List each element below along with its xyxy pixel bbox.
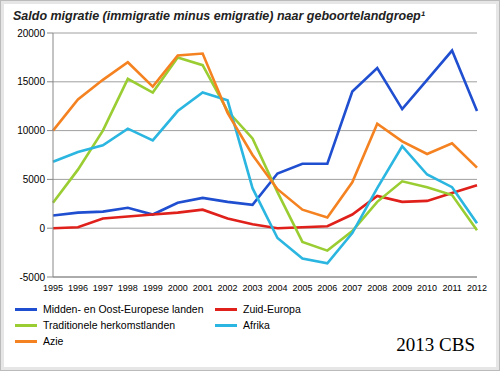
svg-text:2008: 2008 [367,283,387,293]
svg-text:2011: 2011 [442,283,461,293]
html-text:Traditionele herkomstlanden: Traditionele herkomstlanden [43,319,176,331]
svg-text:1997: 1997 [93,283,113,293]
svg-text:2002: 2002 [218,283,238,293]
svg-text:1995: 1995 [43,283,63,293]
svg-text:2007: 2007 [342,283,362,293]
svg-text:2012: 2012 [467,283,487,293]
svg-text:2006: 2006 [317,283,337,293]
svg-text:2001: 2001 [193,283,213,293]
svg-text:2009: 2009 [392,283,412,293]
html-text:Zuid-Europa: Zuid-Europa [243,303,301,315]
svg-text:2004: 2004 [267,283,287,293]
svg-text:1999: 1999 [143,283,163,293]
svg-text:0: 0 [39,223,45,234]
svg-text:15000: 15000 [17,76,45,87]
html-text:Azie: Azie [43,335,64,347]
svg-text:1998: 1998 [118,283,138,293]
svg-text:2005: 2005 [292,283,312,293]
html-text:2013 CBS: 2013 CBS [396,334,475,355]
svg-text:10000: 10000 [17,125,45,136]
svg-text:2003: 2003 [243,283,263,293]
svg-text:20000: 20000 [17,28,45,39]
svg-text:2000: 2000 [168,283,188,293]
html-text:Midden- en Oost-Europese lande: Midden- en Oost-Europese landen [43,303,204,315]
svg-text:5000: 5000 [23,174,46,185]
svg-text:2010: 2010 [417,283,437,293]
html-text:Afrika: Afrika [243,319,270,331]
svg-text:-5000: -5000 [19,272,45,283]
html-text:Saldo migratie (immigratie min: Saldo migratie (immigratie minus emigrat… [13,9,425,23]
svg-text:1996: 1996 [68,283,88,293]
